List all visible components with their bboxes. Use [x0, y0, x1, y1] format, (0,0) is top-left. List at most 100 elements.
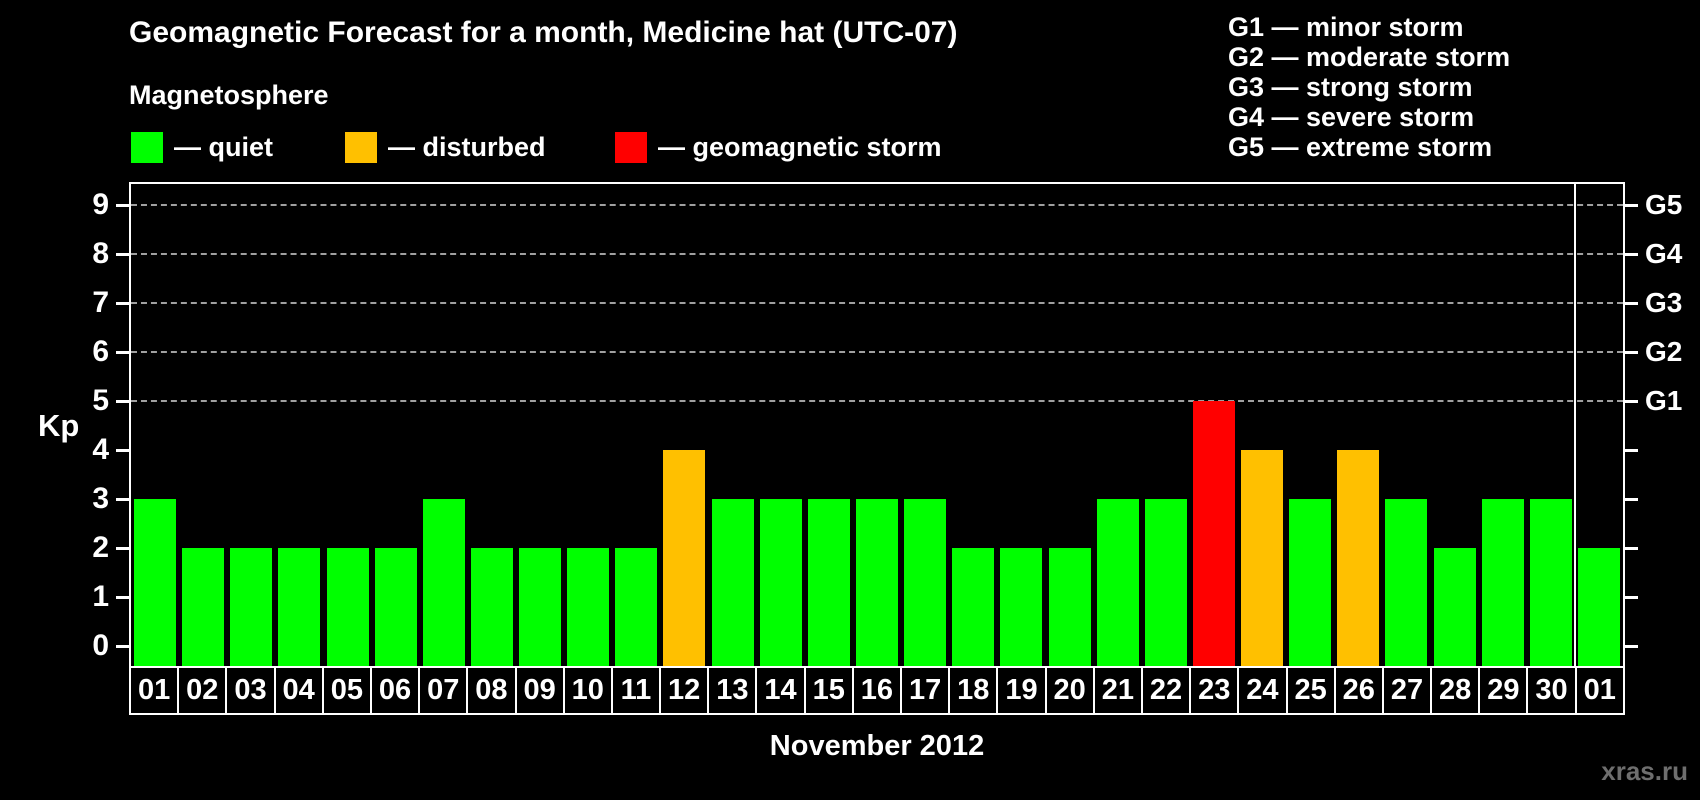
y-axis-tick-right [1625, 644, 1638, 648]
quiet-color-swatch [131, 131, 163, 163]
y-axis-tick-label: 6 [92, 335, 109, 368]
legend-label-disturbed: — disturbed [388, 131, 546, 162]
kp-bar-day-14 [759, 499, 802, 666]
x-axis-day-label: 14 [755, 666, 806, 715]
x-axis-day-label: 06 [369, 666, 421, 715]
x-axis-day-label: 23 [1189, 666, 1240, 715]
kp-bar-day-10 [567, 548, 610, 666]
x-axis-day-label: 15 [803, 666, 854, 715]
x-axis-day-label: 05 [321, 666, 372, 715]
y-axis-tick [116, 203, 129, 207]
storm-color-swatch [615, 131, 647, 163]
x-axis-day-label: 04 [273, 666, 324, 715]
x-axis-day-label: 30 [1526, 666, 1577, 715]
g-scale-legend-item-g1: G1 — minor storm [1228, 12, 1464, 42]
y-axis-tick-label: 9 [92, 188, 109, 221]
legend-item-storm: — geomagnetic storm [615, 128, 942, 166]
kp-bar-day-11 [615, 548, 658, 666]
kp-bar-day-09 [519, 548, 562, 666]
x-axis-day-label: 27 [1381, 666, 1433, 715]
y-axis-tick [116, 546, 129, 550]
x-axis-day-label: 28 [1430, 666, 1481, 715]
g-scale-label-g4: G4 [1645, 238, 1683, 269]
kp-bar-day-03 [230, 548, 273, 666]
x-axis-day-label: 24 [1237, 666, 1288, 715]
g-scale-legend: G1 — minor storm G2 — moderate storm G3 — … [1228, 12, 1510, 162]
g-scale-label-g5: G5 [1645, 189, 1683, 220]
gridline-kp6 [131, 351, 1623, 353]
y-axis-tick-right [1625, 203, 1638, 207]
y-axis-tick [116, 399, 129, 403]
x-axis-day-label: 10 [562, 666, 613, 715]
kp-bar-day-19 [1000, 548, 1043, 666]
kp-bar-day-27 [1385, 499, 1428, 666]
y-axis-tick [116, 497, 129, 501]
g-scale-legend-item-g3: G3 — strong storm [1228, 72, 1473, 102]
y-axis-tick [116, 350, 129, 354]
kp-bar-day-26 [1337, 450, 1380, 666]
g-scale-legend-item-g4: G4 — severe storm [1228, 102, 1475, 132]
x-axis-day-label: 09 [514, 666, 565, 715]
x-axis-day-label: 12 [659, 666, 710, 715]
disturbed-color-swatch [345, 131, 377, 163]
kp-bar-day-22 [1144, 499, 1187, 666]
kp-bar-day-28 [1433, 548, 1476, 666]
y-axis-tick [116, 595, 129, 599]
magnetosphere-label: Magnetosphere [129, 80, 329, 110]
gridline-kp5 [131, 400, 1623, 402]
x-axis-day-label: 07 [418, 666, 469, 715]
x-axis-day-label: 19 [996, 666, 1047, 715]
kp-bar-day-05 [326, 548, 369, 666]
x-axis-day-label: 17 [900, 666, 951, 715]
y-axis-tick-right [1625, 399, 1638, 403]
kp-bar-day-02 [182, 548, 225, 666]
gridline-kp7 [131, 302, 1623, 304]
x-axis-day-label: 29 [1478, 666, 1529, 715]
kp-bar-day-12 [663, 450, 706, 666]
gridline-kp9 [131, 204, 1623, 206]
kp-bar-day-08 [470, 548, 513, 666]
kp-bar-day-23 [1192, 401, 1235, 666]
y-axis-tick-label: 0 [92, 629, 109, 662]
kp-bar-day-06 [374, 548, 417, 666]
y-axis-tick-label: 1 [92, 580, 109, 613]
x-axis-day-label: 18 [948, 666, 999, 715]
kp-bar-day-16 [856, 499, 898, 666]
y-axis-tick-label: 5 [92, 384, 109, 417]
y-axis-tick [116, 448, 129, 452]
y-axis-tick-right [1625, 595, 1638, 599]
x-axis-day-label: 25 [1285, 666, 1336, 715]
kp-bar-day-29 [1481, 499, 1524, 666]
x-axis-day-label: 11 [610, 666, 662, 715]
legend-label-quiet: — quiet [174, 131, 273, 162]
watermark: xras.ru [1601, 756, 1688, 786]
x-axis-day-label: 03 [225, 666, 276, 715]
y-axis-tick-label: 2 [92, 531, 109, 564]
kp-bar-day-20 [1048, 548, 1091, 666]
x-axis-day-label: 22 [1140, 666, 1192, 715]
x-axis-title: November 2012 [769, 730, 985, 762]
x-axis-day-label: 16 [851, 666, 902, 715]
x-axis-day-label: 13 [707, 666, 758, 715]
y-axis-tick [116, 301, 129, 305]
legend-item-quiet: — quiet [131, 128, 273, 166]
g-scale-label-g1: G1 [1645, 385, 1683, 416]
x-axis-day-row: 01 02 03 04 05 06 07 08 09 10 11 12 13 14 15 16 17 18 19 20… [129, 666, 1625, 715]
x-axis-day-label: 21 [1092, 666, 1143, 715]
legend-item-disturbed: — disturbed [345, 128, 546, 166]
g-scale-legend-item-g5: G5 — extreme storm [1228, 132, 1493, 162]
kp-bar-day-17 [904, 499, 947, 666]
y-axis-tick-right [1625, 252, 1638, 256]
y-axis-tick-label: 3 [92, 482, 109, 515]
kp-bar-day-21 [1096, 499, 1139, 666]
g-scale-legend-item-g2: G2 — moderate storm [1228, 42, 1511, 72]
kp-bar-day-24 [1241, 450, 1284, 666]
month-separator-line [1573, 184, 1576, 666]
x-axis-day-label: 20 [1044, 666, 1095, 715]
kp-bar-day-25 [1289, 499, 1332, 666]
y-axis-tick-label: 4 [92, 433, 109, 466]
y-axis-title: Kp [38, 408, 80, 443]
kp-bar-day-04 [278, 548, 321, 666]
x-axis-day-label: 02 [177, 666, 228, 715]
